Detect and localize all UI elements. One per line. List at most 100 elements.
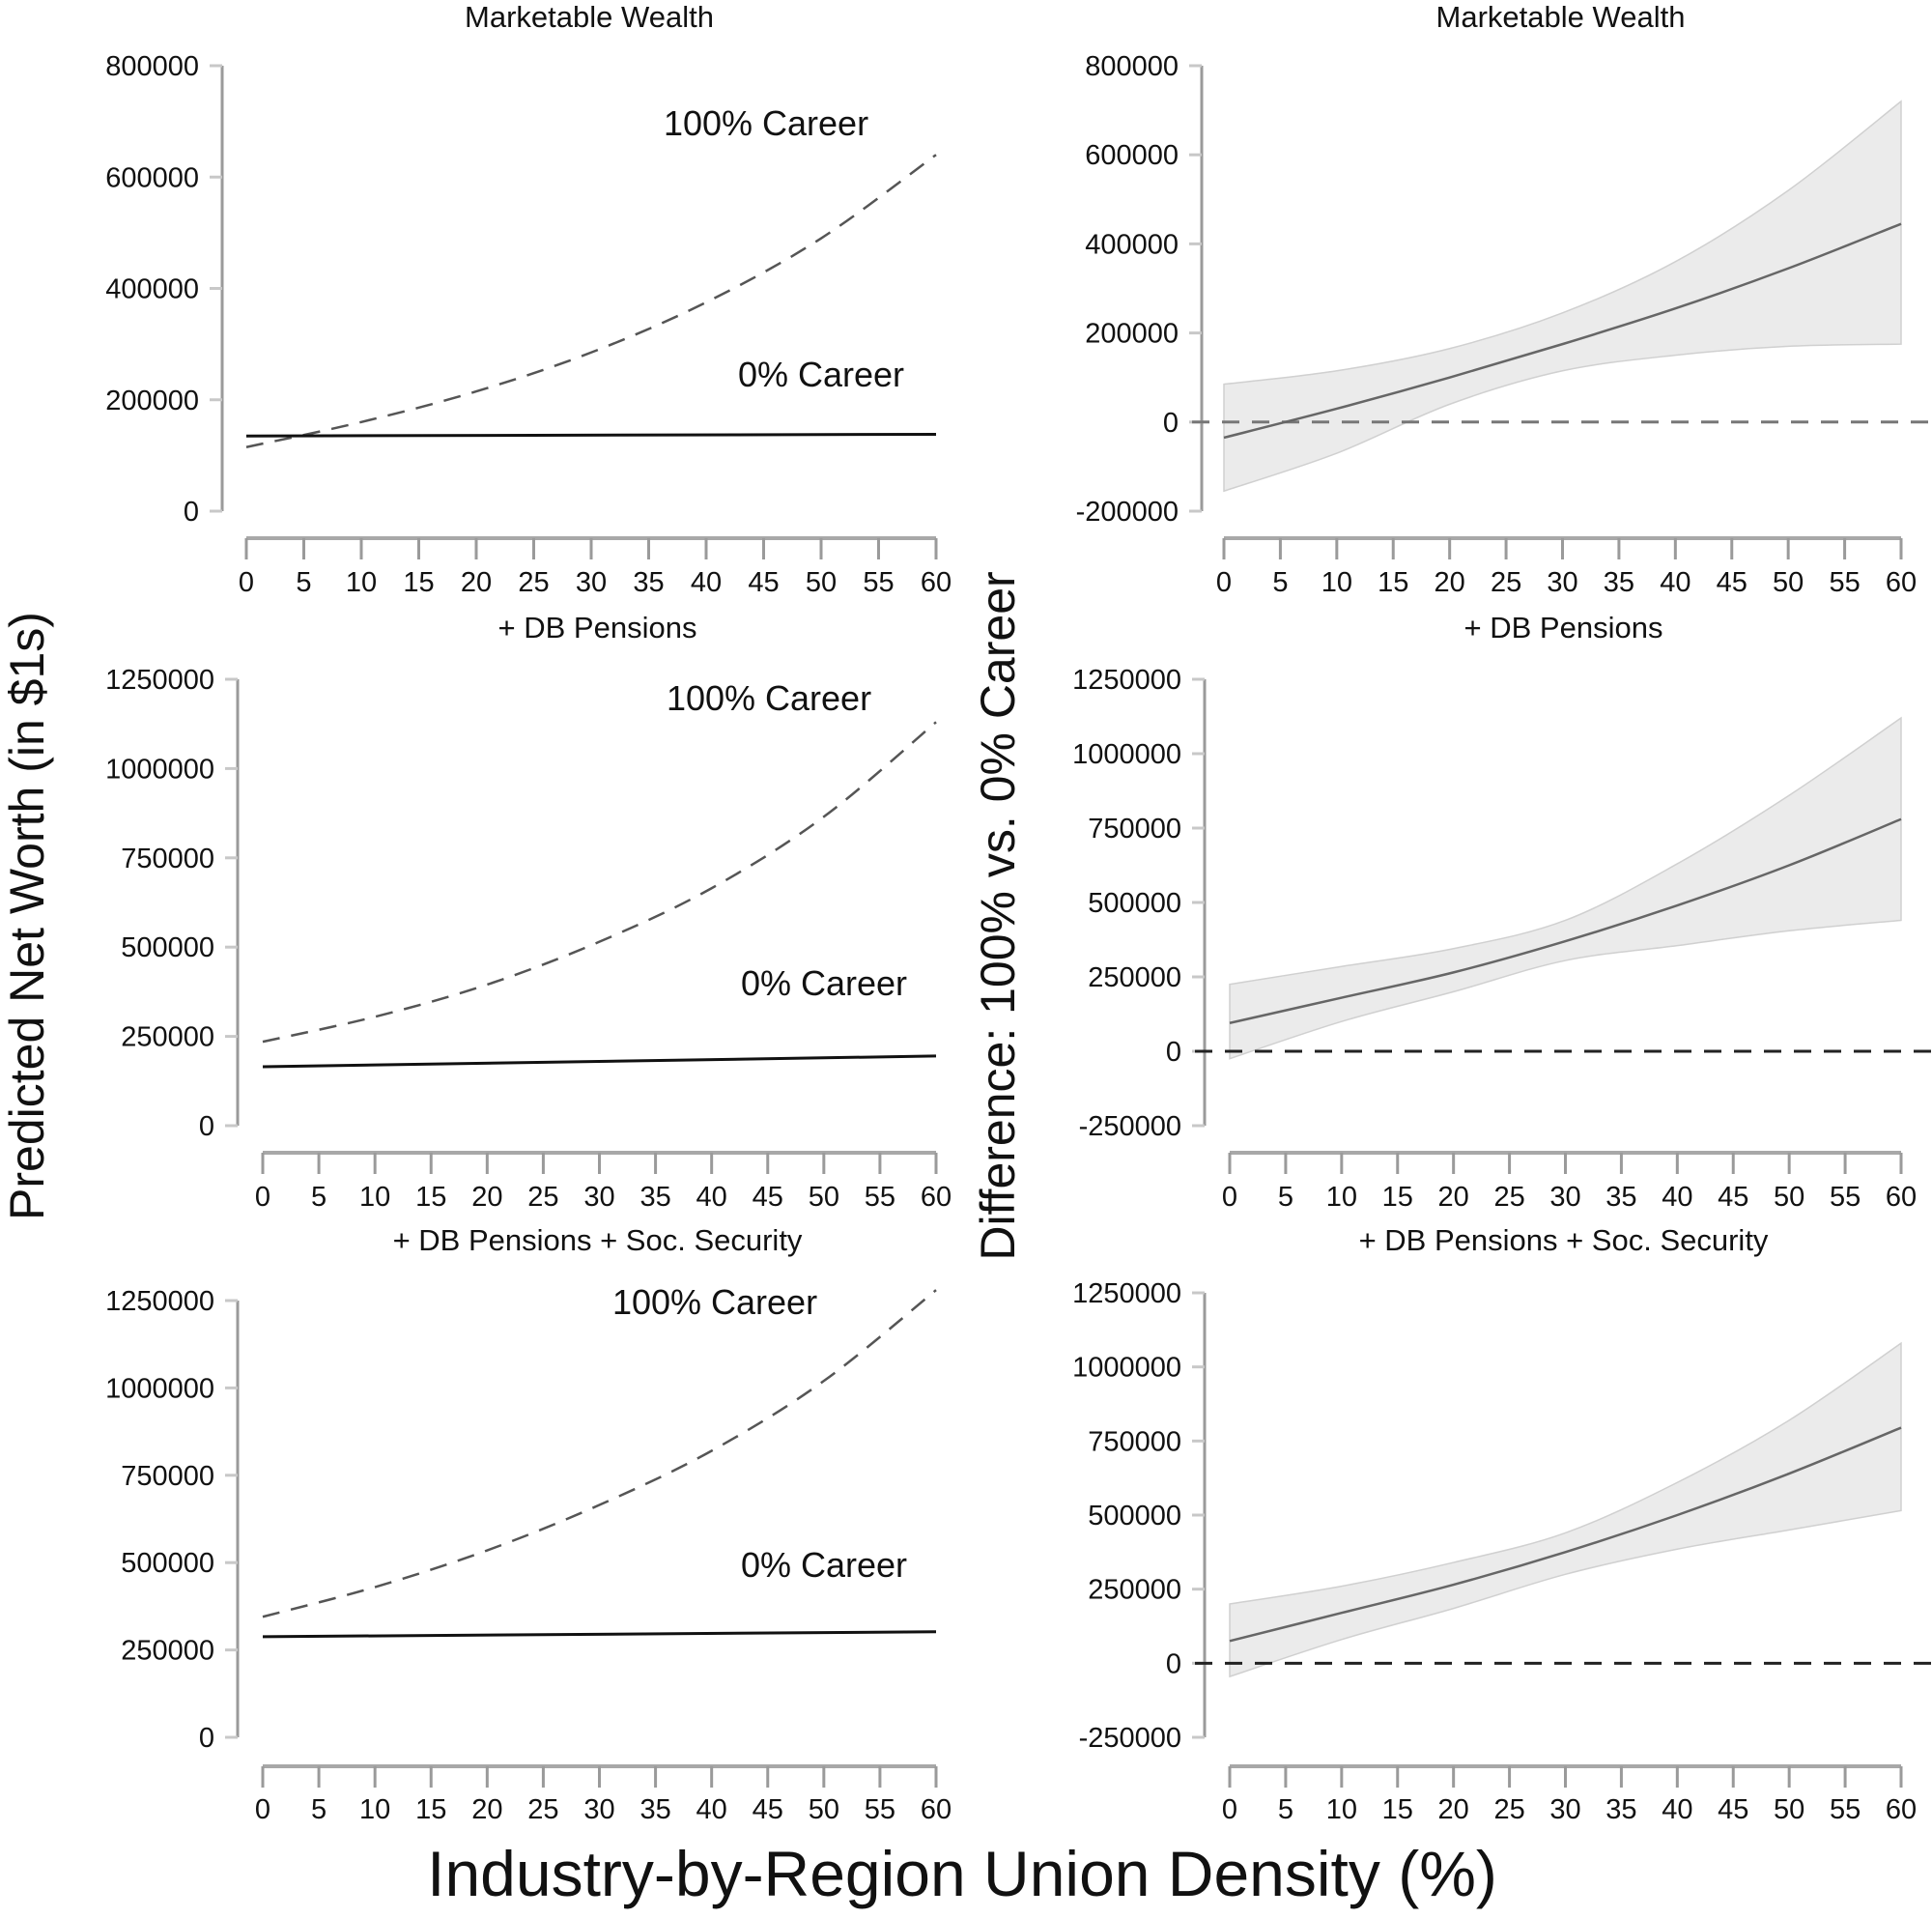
x-tick-label: 15 <box>415 1182 446 1213</box>
y-tick-label: 1250000 <box>105 1286 214 1317</box>
curve-label: 0% Career <box>741 963 907 1003</box>
x-tick-label: 60 <box>1886 1794 1917 1825</box>
x-tick-label: 5 <box>1278 1182 1293 1213</box>
x-tick-label: 25 <box>518 567 549 598</box>
x-tick-label: 50 <box>806 567 837 598</box>
y-tick-label: 1250000 <box>1072 665 1181 696</box>
x-tick-label: 40 <box>691 567 722 598</box>
x-tick-label: 0 <box>1222 1182 1237 1213</box>
x-tick-label: 25 <box>527 1182 558 1213</box>
x-tick-label: 0 <box>1216 567 1232 598</box>
x-tick-label: 45 <box>753 1794 783 1825</box>
y-tick-label: 400000 <box>105 274 199 305</box>
x-tick-label: 55 <box>1829 567 1860 598</box>
panel-top-left: Marketable Wealth 0 200000 400000 600000 8000… <box>105 0 952 598</box>
x-tick-label: 10 <box>359 1794 390 1825</box>
x-axis-label: Industry-by-Region Union Density (%) <box>427 1838 1497 1909</box>
x-tick-label: 50 <box>809 1182 839 1213</box>
y-axis-label-left: Predicted Net Worth (in $1s) <box>0 612 54 1220</box>
y-tick-label: 600000 <box>105 162 199 193</box>
x-tick-label: 55 <box>865 1794 895 1825</box>
panel-bottom-right: + DB Pensions + Soc. Security-2500000250… <box>1072 1223 1932 1825</box>
y-tick-label: 500000 <box>121 1548 214 1579</box>
y-tick-label: 750000 <box>121 844 214 874</box>
x-tick-label: 30 <box>583 1182 614 1213</box>
y-tick-label: 250000 <box>1088 1575 1181 1606</box>
x-tick-label: 30 <box>1549 1794 1580 1825</box>
confidence-band <box>1223 100 1902 493</box>
difference-mean-line <box>1223 222 1902 440</box>
x-tick-label: 20 <box>471 1182 502 1213</box>
y-tick-label: 200000 <box>1085 319 1179 350</box>
x-tick-label: 60 <box>921 567 952 598</box>
series-line-0pct-career <box>262 1630 937 1639</box>
x-tick-label: 45 <box>1718 1182 1748 1213</box>
y-tick-label: 250000 <box>121 1022 214 1053</box>
y-tick-label: -250000 <box>1079 1111 1181 1142</box>
y-tick-label: 250000 <box>1088 962 1181 993</box>
x-tick-label: 45 <box>1718 1794 1748 1825</box>
x-tick-label: 20 <box>1438 1794 1469 1825</box>
x-tick-label: 0 <box>255 1794 270 1825</box>
x-tick-label: 25 <box>1491 567 1521 598</box>
x-tick-label: 45 <box>753 1182 783 1213</box>
x-tick-label: 40 <box>1662 1794 1692 1825</box>
y-tick-label: 1250000 <box>105 665 214 696</box>
x-tick-label: 50 <box>809 1794 839 1825</box>
x-tick-label: 20 <box>461 567 492 598</box>
difference-mean-line <box>1229 817 1902 1024</box>
x-tick-label: 5 <box>311 1794 327 1825</box>
y-tick-label: 1250000 <box>1072 1278 1181 1309</box>
x-tick-label: 15 <box>1382 1182 1413 1213</box>
series-line-0pct-career <box>245 432 937 438</box>
x-tick-label: 35 <box>1605 1182 1636 1213</box>
y-tick-label: -200000 <box>1076 497 1179 528</box>
series-line-100pct-career <box>262 1289 937 1618</box>
x-tick-label: 45 <box>748 567 779 598</box>
difference-mean-line <box>1229 1426 1902 1643</box>
y-tick-label: 200000 <box>105 386 199 416</box>
panel-title: Marketable Wealth <box>1436 0 1686 34</box>
x-tick-label: 10 <box>359 1182 390 1213</box>
x-tick-label: 35 <box>639 1794 670 1825</box>
x-tick-label: 10 <box>1326 1794 1357 1825</box>
x-tick-label: 5 <box>296 567 311 598</box>
x-tick-label: 25 <box>1493 1182 1524 1213</box>
x-tick-label: 30 <box>1549 1182 1580 1213</box>
x-tick-label: 60 <box>921 1794 952 1825</box>
y-tick-label: 0 <box>199 1723 214 1754</box>
panel-title: + DB Pensions + Soc. Security <box>393 1223 803 1257</box>
y-tick-label: 500000 <box>121 932 214 963</box>
x-tick-label: 55 <box>1830 1794 1861 1825</box>
x-tick-label: 30 <box>1547 567 1577 598</box>
panel-title: Marketable Wealth <box>465 0 714 34</box>
x-tick-label: 40 <box>696 1794 727 1825</box>
series-line-0pct-career <box>262 1054 937 1069</box>
x-tick-label: 50 <box>1773 567 1804 598</box>
x-tick-label: 15 <box>1382 1794 1413 1825</box>
x-tick-label: 40 <box>1662 1182 1692 1213</box>
x-tick-label: 25 <box>1493 1794 1524 1825</box>
x-tick-label: 10 <box>346 567 377 598</box>
y-tick-label: 750000 <box>1088 814 1181 844</box>
curve-label: 100% Career <box>612 1282 817 1322</box>
y-tick-label: -250000 <box>1079 1723 1181 1754</box>
y-tick-label: 0 <box>1163 408 1179 439</box>
y-tick-label: 750000 <box>1088 1426 1181 1457</box>
panel-title: + DB Pensions <box>1464 611 1663 644</box>
x-tick-label: 0 <box>239 567 254 598</box>
confidence-band <box>1229 716 1902 1060</box>
curve-label: 100% Career <box>667 678 871 718</box>
y-tick-label: 800000 <box>1085 51 1179 82</box>
x-tick-label: 35 <box>1604 567 1634 598</box>
curve-label: 0% Career <box>741 1545 907 1585</box>
x-tick-label: 10 <box>1326 1182 1357 1213</box>
series-line-100pct-career <box>262 721 937 1044</box>
x-tick-label: 55 <box>1830 1182 1861 1213</box>
y-tick-label: 500000 <box>1088 888 1181 919</box>
x-tick-label: 15 <box>403 567 434 598</box>
x-tick-label: 50 <box>1774 1182 1804 1213</box>
panel-middle-right: + DB Pensions -250000 0 250000 500000 750000 1… <box>1072 611 1932 1213</box>
x-tick-label: 20 <box>471 1794 502 1825</box>
